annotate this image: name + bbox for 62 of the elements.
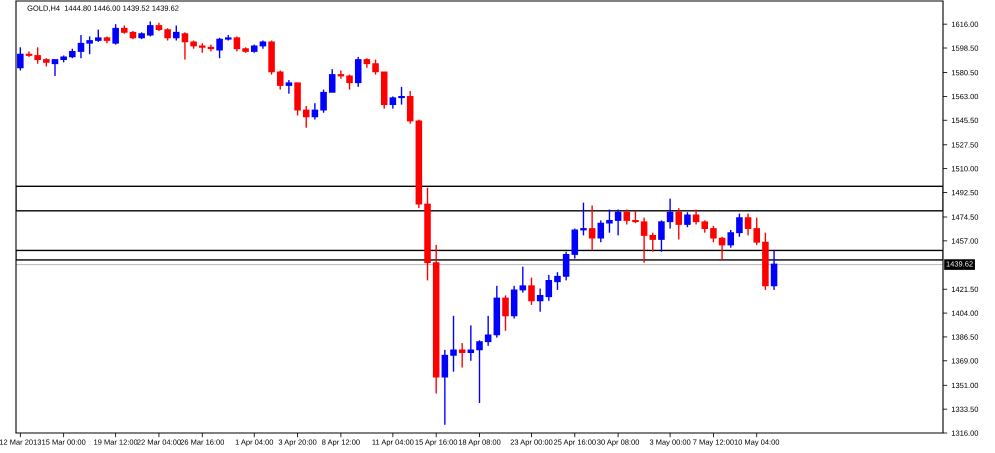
candlestick — [276, 70, 284, 90]
candlestick — [198, 42, 206, 54]
candlestick — [753, 216, 760, 246]
candlestick — [442, 349, 448, 426]
candlestick — [182, 32, 188, 60]
candlestick — [346, 74, 353, 90]
candlestick — [372, 58, 379, 76]
candlestick — [17, 46, 24, 72]
candlestick — [684, 212, 691, 228]
candlestick — [675, 207, 682, 240]
candlestick — [701, 220, 708, 234]
candlestick — [398, 86, 405, 106]
candlestick — [554, 271, 561, 291]
candlestick — [164, 28, 171, 42]
candlestick — [632, 210, 639, 224]
candlestick — [95, 28, 102, 43]
candlestick — [450, 315, 457, 372]
candlestick — [52, 58, 58, 77]
candlestick — [69, 48, 76, 59]
candlestick — [770, 250, 778, 291]
candlestick — [320, 88, 327, 114]
candlestick — [614, 208, 622, 236]
candlestick — [546, 274, 552, 302]
candlestick — [658, 220, 665, 252]
candlestick — [649, 232, 656, 252]
candlestick — [692, 208, 700, 226]
candlestick — [286, 79, 292, 94]
candlestick — [736, 212, 743, 238]
candlestick — [172, 24, 180, 42]
candlestick — [666, 198, 674, 230]
candlestick — [78, 34, 84, 59]
candlestick — [744, 212, 752, 236]
candlestick — [147, 20, 154, 38]
candlestick — [354, 56, 362, 88]
candlestick — [502, 294, 509, 332]
candlestick — [718, 236, 726, 261]
candlestick — [710, 225, 717, 243]
candlestick — [234, 36, 240, 52]
candlestick — [302, 105, 310, 128]
candlestick — [562, 251, 570, 282]
candlestick — [624, 208, 630, 226]
candlestick — [536, 288, 544, 312]
candlestick — [34, 46, 41, 64]
candlestick — [112, 23, 119, 46]
candlestick — [458, 342, 466, 368]
candlestick — [390, 96, 396, 110]
candlestick — [86, 36, 93, 55]
candlestick — [598, 220, 604, 243]
candlestick — [216, 37, 223, 59]
candlestick — [528, 276, 535, 306]
candlestick — [476, 340, 483, 404]
candlestick — [580, 202, 587, 236]
candlestick — [364, 58, 370, 68]
candlestick — [484, 315, 492, 346]
candlestick — [468, 324, 474, 362]
candlestick — [727, 229, 734, 248]
candlestick — [606, 208, 613, 234]
candlestick — [640, 216, 648, 264]
candlestick — [520, 266, 526, 294]
candlestick — [328, 68, 336, 93]
candlestick — [588, 204, 596, 252]
candlestick — [312, 102, 318, 120]
